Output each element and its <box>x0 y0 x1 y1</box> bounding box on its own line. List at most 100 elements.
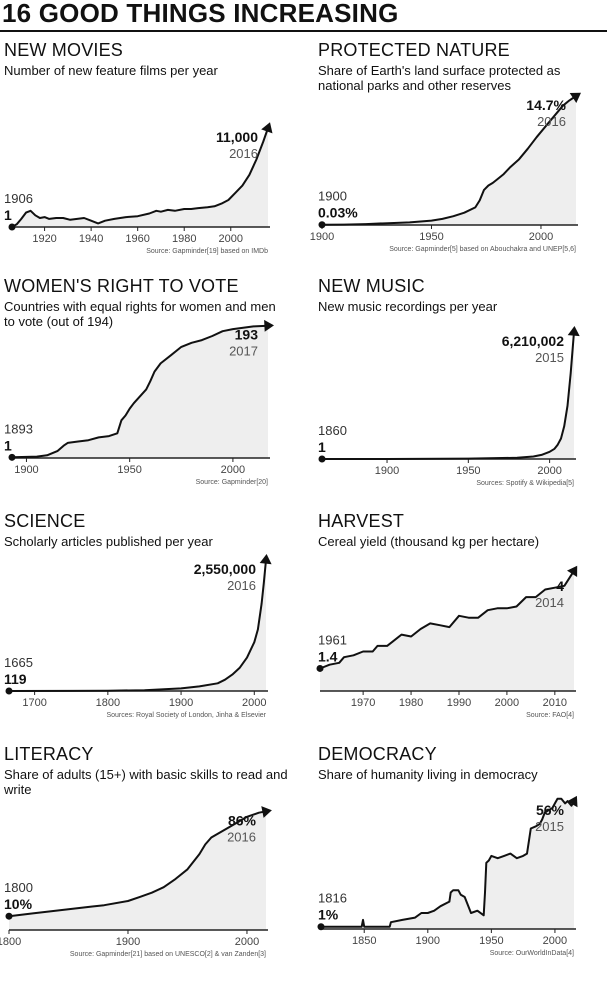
panel-subtitle: Share of adults (15+) with basic skills … <box>4 767 288 797</box>
end-arrow <box>259 554 272 565</box>
end-year-label: 2014 <box>535 595 564 610</box>
start-year-label: 1893 <box>4 421 33 436</box>
panel-subtitle: Number of new feature films per year <box>4 63 218 78</box>
end-value-label: 6,210,002 <box>502 333 564 349</box>
end-value-label: 14.7% <box>526 97 566 113</box>
series-line <box>8 810 267 918</box>
x-tick-label: 1700 <box>22 697 46 709</box>
start-point <box>8 223 16 231</box>
x-tick-label: 1950 <box>419 231 443 243</box>
start-value-label: 1.4 <box>318 648 338 664</box>
x-tick-label: 1900 <box>375 465 399 477</box>
end-year-label: 2016 <box>537 114 566 129</box>
x-tick-label: 1920 <box>32 233 56 245</box>
x-tick-label: 2000 <box>242 697 266 709</box>
x-tick-label: 1800 <box>0 936 21 948</box>
x-tick-label: 1900 <box>14 464 38 476</box>
start-point <box>317 923 325 931</box>
end-arrow <box>264 319 274 332</box>
panel-subtitle: Share of Earth's land surface protected … <box>318 63 561 93</box>
series-line <box>11 324 269 459</box>
x-tick-label: 2000 <box>221 464 245 476</box>
end-value-label: 11,000 <box>216 129 258 145</box>
x-tick-label: 2000 <box>529 231 553 243</box>
end-value-label: 2,550,000 <box>194 561 256 577</box>
source-label: Source: Gapminder[19] based on IMDb <box>146 248 268 255</box>
start-year-label: 1665 <box>4 655 33 670</box>
chart-democracy: 1850 1900 1950 2000 1%1816 56%2015 Source: Our… <box>317 795 578 957</box>
x-tick-label: 1940 <box>79 233 103 245</box>
x-tick-label: 1900 <box>169 697 193 709</box>
x-tick-label: 1950 <box>456 465 480 477</box>
end-year-label: 2016 <box>229 146 258 161</box>
x-tick-label: 1980 <box>172 233 196 245</box>
x-tick-label: 1980 <box>399 697 423 709</box>
source-label: Source: FAO[4] <box>526 712 574 719</box>
end-year-label: 2015 <box>535 350 564 365</box>
x-tick-label: 1900 <box>116 936 140 948</box>
panel-title: DEMOCRACY <box>318 744 437 764</box>
end-arrow <box>569 92 581 103</box>
start-year-label: 1860 <box>318 423 347 438</box>
start-year-label: 1906 <box>4 191 33 206</box>
series-line <box>8 559 267 692</box>
panel-new-movies: NEW MOVIES Number of new feature films p… <box>4 40 294 278</box>
source-label: Source: Gapminder[5] based on Abouchakra… <box>389 246 576 253</box>
panel-subtitle: Share of humanity living in democracy <box>318 767 538 782</box>
panel-title: NEW MUSIC <box>318 276 425 296</box>
x-tick-label: 1950 <box>479 935 503 947</box>
end-year-label: 2017 <box>229 344 258 359</box>
series-area <box>9 811 266 930</box>
end-value-label: 193 <box>235 327 259 343</box>
series-area <box>320 570 574 691</box>
start-point <box>318 221 326 229</box>
panel-title: WOMEN'S RIGHT TO VOTE <box>4 276 239 296</box>
page-title: 16 GOOD THINGS INCREASING <box>2 0 399 28</box>
start-point <box>318 455 326 463</box>
end-arrow <box>567 795 578 808</box>
start-value-label: 1 <box>4 207 12 223</box>
x-tick-label: 2000 <box>219 233 243 245</box>
source-label: Sources: Royal Society of London, Jinha … <box>106 712 266 719</box>
x-tick-label: 1960 <box>125 233 149 245</box>
panel-subtitle: Cereal yield (thousand kg per hectare) <box>318 534 540 549</box>
series-line <box>321 797 575 928</box>
series-line <box>321 95 577 226</box>
x-tick-label: 1900 <box>310 231 334 243</box>
x-tick-label: 1970 <box>351 697 375 709</box>
x-tick-label: 2000 <box>543 935 567 947</box>
source-label: Source: Gapminder[21] based on UNESCO[2]… <box>70 951 266 958</box>
start-year-label: 1900 <box>318 189 347 204</box>
start-value-label: 1% <box>318 907 339 923</box>
start-point <box>5 687 13 695</box>
start-year-label: 1961 <box>318 632 347 647</box>
panel-title: LITERACY <box>4 744 94 764</box>
start-value-label: 1 <box>318 439 326 455</box>
panel-literacy: LITERACY Share of adults (15+) with basi… <box>0 744 294 982</box>
end-arrow <box>567 326 580 337</box>
end-value-label: 56% <box>536 802 565 818</box>
panel-subtitle: Countries with equal rights for women an… <box>4 299 276 329</box>
panel-title: SCIENCE <box>4 511 86 531</box>
source-label: Source: OurWorldInData[4] <box>490 950 574 957</box>
panel-womens-vote: WOMEN'S RIGHT TO VOTE Countries with equ… <box>4 276 294 514</box>
panel-new-music: NEW MUSIC New music recordings per year … <box>318 276 607 514</box>
end-year-label: 2016 <box>227 578 256 593</box>
start-value-label: 0.03% <box>318 205 358 221</box>
panel-title: PROTECTED NATURE <box>318 40 510 60</box>
series-area <box>9 560 266 691</box>
panel-democracy: DEMOCRACY Share of humanity living in de… <box>317 744 607 982</box>
x-tick-label: 1990 <box>447 697 471 709</box>
series-area <box>322 96 576 225</box>
end-arrow <box>567 565 578 577</box>
x-tick-label: 1850 <box>352 935 376 947</box>
x-tick-label: 1800 <box>96 697 120 709</box>
start-value-label: 10% <box>4 896 33 912</box>
start-year-label: 1816 <box>318 891 347 906</box>
